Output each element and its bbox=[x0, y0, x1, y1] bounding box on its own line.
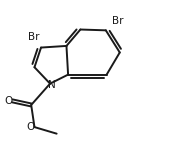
Text: Br: Br bbox=[28, 32, 39, 42]
Text: O: O bbox=[4, 96, 12, 106]
Text: O: O bbox=[27, 122, 35, 132]
Text: Br: Br bbox=[112, 16, 124, 26]
Text: N: N bbox=[48, 80, 56, 90]
